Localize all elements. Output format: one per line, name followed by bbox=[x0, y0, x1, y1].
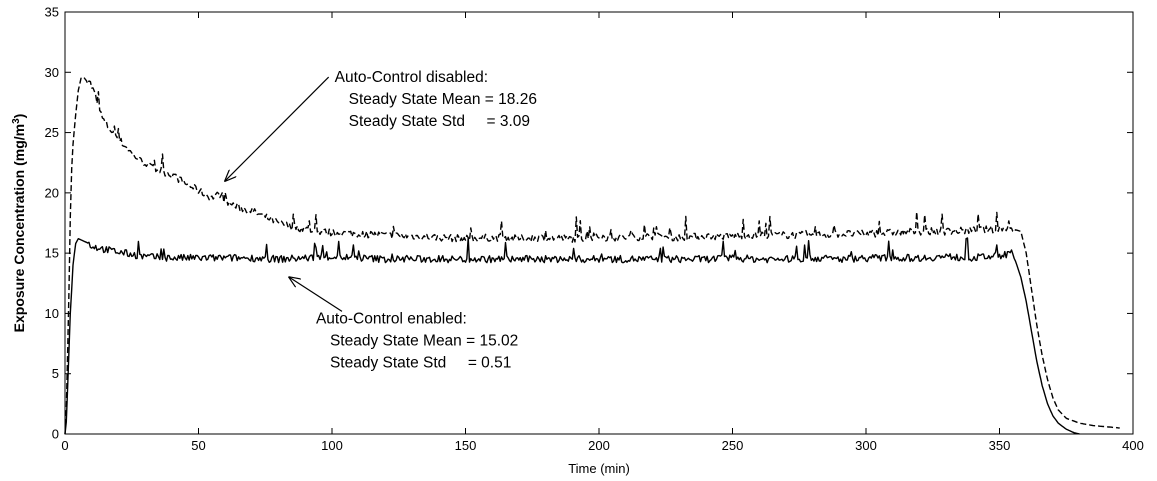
annotation-arrow bbox=[225, 76, 330, 181]
y-tick-label: 10 bbox=[45, 306, 59, 321]
x-tick-label: 400 bbox=[1122, 438, 1144, 453]
y-tick-label: 0 bbox=[52, 427, 59, 442]
annotation-arrow bbox=[289, 277, 343, 312]
y-tick-label: 25 bbox=[45, 125, 59, 140]
series-layer bbox=[64, 76, 1120, 435]
annotation-line: Steady State Mean = 18.26 bbox=[349, 91, 537, 108]
x-tick-label: 100 bbox=[321, 438, 343, 453]
series-line-dashed bbox=[64, 76, 1120, 435]
y-tick-label: 15 bbox=[45, 246, 59, 261]
x-tick-label: 250 bbox=[722, 438, 744, 453]
x-tick-label: 300 bbox=[855, 438, 877, 453]
annotation-line: Auto-Control disabled: bbox=[335, 69, 488, 86]
annotation-line: Steady State Mean = 15.02 bbox=[330, 332, 518, 349]
y-axis-label-superscript: 3 bbox=[11, 118, 22, 124]
x-axis-label: Time (min) bbox=[568, 461, 630, 476]
y-tick-label: 20 bbox=[45, 185, 59, 200]
series-line-solid bbox=[64, 237, 1080, 435]
annotation-layer: Auto-Control disabled: Steady State Mean … bbox=[225, 69, 537, 371]
annotation-line: Steady State Std = 0.51 bbox=[330, 354, 511, 371]
x-tick-label: 350 bbox=[989, 438, 1011, 453]
annotation-line: Auto-Control enabled: bbox=[316, 310, 467, 327]
y-tick-label: 35 bbox=[45, 5, 59, 20]
y-axis-label-end: ) bbox=[11, 114, 27, 119]
y-axis-label: Exposure Concentration (mg/m3) bbox=[11, 114, 28, 333]
x-tick-label: 200 bbox=[588, 438, 610, 453]
x-tick-label: 50 bbox=[191, 438, 205, 453]
annotation-line: Steady State Std = 3.09 bbox=[349, 113, 530, 130]
axes: 0 50 100 150 200 250 300 350 400 0 5 10 15 20 25 30 35 bbox=[45, 5, 1144, 454]
x-tick-label: 150 bbox=[455, 438, 477, 453]
y-tick-label: 5 bbox=[52, 366, 59, 381]
y-axis-label-main: Exposure Concentration (mg/m bbox=[11, 124, 27, 332]
plot-frame bbox=[64, 11, 1134, 435]
x-tick-label: 0 bbox=[61, 438, 68, 453]
y-tick-label: 30 bbox=[45, 65, 59, 80]
